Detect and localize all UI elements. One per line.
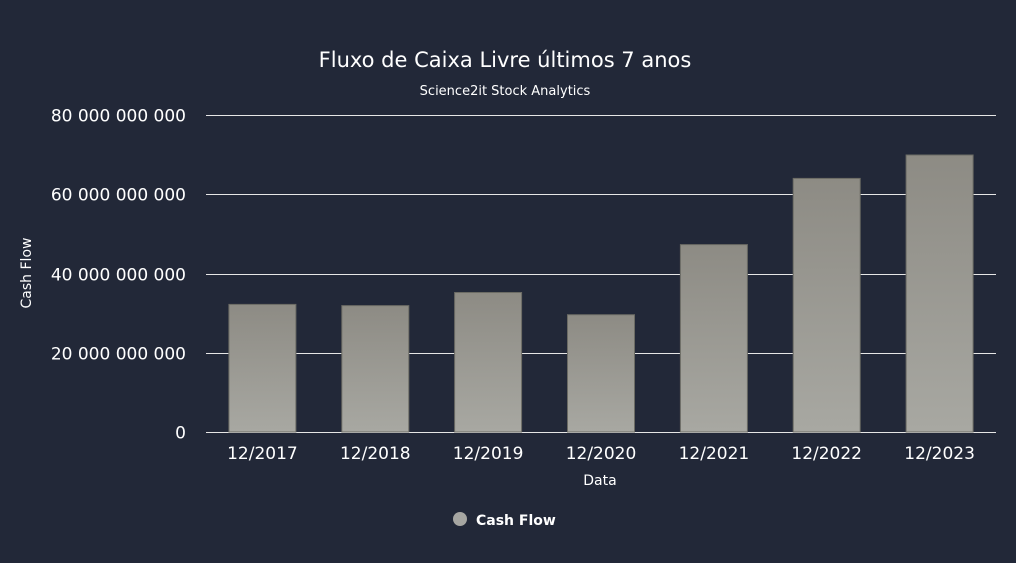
bar-12-2018[interactable] (341, 305, 410, 433)
y-tick-label: 60 000 000 000 (51, 186, 186, 206)
bar-12-2017[interactable] (228, 303, 297, 433)
bar-12-2020[interactable] (567, 314, 635, 433)
x-axis-ticks: 12/2017 12/2018 12/2019 12/2020 12/2021 12/20… (227, 444, 975, 464)
x-tick-label: 12/2018 (340, 444, 411, 464)
x-tick-label: 12/2023 (904, 444, 975, 464)
chart-title: Fluxo de Caixa Livre últimos 7 anos (319, 48, 692, 72)
bar-12-2023[interactable] (905, 154, 974, 433)
y-tick-label: 80 000 000 000 (51, 107, 186, 127)
gridlines (206, 115, 996, 433)
y-tick-label: 40 000 000 000 (51, 266, 186, 286)
x-tick-label: 12/2017 (227, 444, 298, 464)
x-tick-label: 12/2021 (679, 444, 750, 464)
bars (228, 154, 974, 433)
x-tick-label: 12/2022 (791, 444, 862, 464)
chart-subtitle: Science2it Stock Analytics (420, 84, 591, 99)
y-tick-label: 20 000 000 000 (51, 345, 186, 365)
y-tick-label: 0 (175, 424, 186, 444)
bar-12-2021[interactable] (679, 244, 748, 433)
y-axis-ticks: 0 20 000 000 000 40 000 000 000 60 000 000 … (51, 107, 186, 444)
bar-12-2019[interactable] (454, 292, 523, 433)
x-axis-label: Data (583, 473, 616, 489)
x-tick-label: 12/2020 (566, 444, 637, 464)
y-axis-label: Cash Flow (19, 238, 35, 309)
legend[interactable]: Cash Flow (453, 512, 556, 529)
legend-label[interactable]: Cash Flow (476, 513, 556, 529)
x-tick-label: 12/2019 (453, 444, 524, 464)
bar-12-2022[interactable] (792, 177, 861, 433)
legend-marker[interactable] (453, 512, 467, 526)
